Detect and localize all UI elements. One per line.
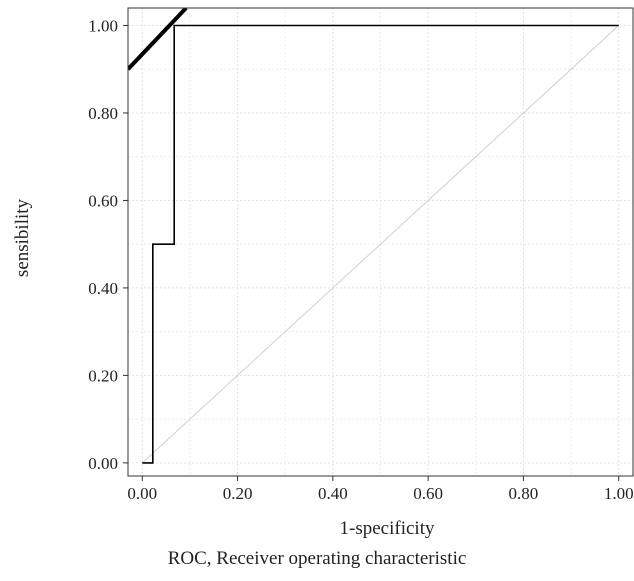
x-tick-label: 0.20 — [223, 484, 253, 503]
x-tick-label: 0.00 — [127, 484, 157, 503]
x-tick-label: 0.40 — [318, 484, 348, 503]
y-tick-label: 0.20 — [88, 366, 118, 385]
axes: 0.00 0.20 0.40 0.60 0.80 1.00 0.00 0.20 0.40 0.60… — [88, 16, 633, 503]
y-tick-label: 0.80 — [88, 104, 118, 123]
y-tick-label: 0.00 — [88, 454, 118, 473]
x-axis-title: 1-specificity — [340, 518, 435, 539]
series-layer — [128, 8, 620, 464]
plot-panel-border — [127, 7, 634, 477]
y-tick-label: 0.40 — [88, 279, 118, 298]
chart-caption: ROC, Receiver operating characteristic — [167, 548, 467, 569]
x-tick-label: 1.00 — [604, 484, 634, 503]
roc-curve-line — [142, 24, 619, 464]
x-tick-label: 0.60 — [413, 484, 443, 503]
y-tick-label: 1.00 — [88, 16, 118, 35]
diagonal-reference-line — [141, 25, 620, 464]
thick-line-line — [128, 8, 188, 71]
x-tick-label: 0.80 — [509, 484, 539, 503]
grid — [128, 8, 633, 476]
y-tick-label: 0.60 — [88, 191, 118, 210]
y-axis-title: sensibility — [12, 198, 33, 277]
